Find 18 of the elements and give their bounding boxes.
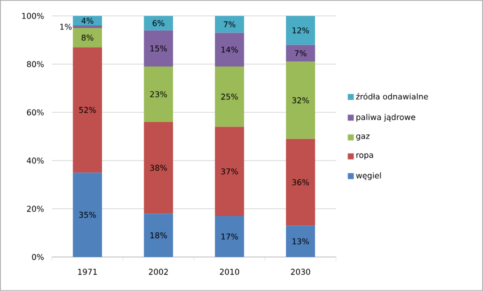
bar (144, 30, 174, 67)
bar (214, 66, 244, 127)
bar (144, 214, 174, 258)
bar (72, 28, 102, 48)
bar (72, 47, 102, 173)
bar (144, 16, 174, 30)
bar (286, 138, 316, 226)
bar (286, 226, 316, 258)
bar (286, 16, 316, 45)
bar (214, 126, 244, 216)
bar (214, 16, 244, 33)
bar (72, 172, 102, 258)
bar (144, 66, 174, 122)
bar (286, 44, 316, 62)
bar (214, 216, 244, 258)
bar (214, 32, 244, 67)
bar (144, 122, 174, 214)
bar (286, 62, 316, 139)
